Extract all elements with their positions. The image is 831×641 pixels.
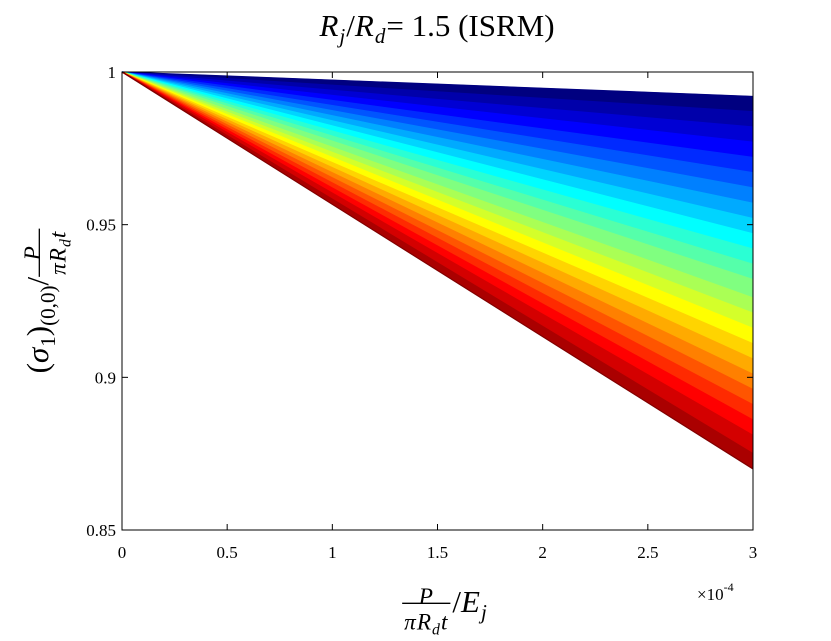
math-subscript: 1: [36, 336, 60, 347]
math-text: (: [20, 363, 55, 373]
series-line: [121, 71, 754, 421]
math-subscript: d: [432, 622, 440, 639]
series-line: [121, 71, 754, 375]
math-text: P: [418, 584, 433, 610]
math-text: σ: [20, 346, 55, 363]
math-text: ): [20, 326, 55, 336]
math-subscript: j: [478, 600, 487, 624]
math-subscript: d: [58, 239, 75, 247]
series-line: [121, 71, 754, 235]
math-text: /: [20, 276, 55, 285]
series-line: [121, 71, 754, 281]
series-line: [121, 71, 754, 220]
x-tick-label: 0: [118, 543, 127, 562]
y-tick-label: 1: [108, 63, 117, 82]
x-tick-label: 2: [538, 543, 547, 562]
math-text: π: [404, 609, 417, 635]
fraction-numerator: P: [20, 246, 46, 261]
series-line: [121, 71, 754, 406]
math-subscript: d: [375, 24, 386, 48]
math-text: t: [45, 231, 71, 238]
series-line: [121, 71, 754, 204]
math-text: /: [346, 8, 355, 43]
series-line: [121, 71, 754, 455]
series-line: [121, 71, 754, 143]
math-text: R: [354, 8, 374, 43]
math-text: P: [20, 246, 46, 261]
series-line: [121, 71, 754, 189]
series-line: [121, 71, 754, 330]
math-subscript: (0,0): [36, 285, 60, 325]
math-text: /: [452, 584, 461, 619]
x-tick-label: 0.5: [217, 543, 238, 562]
series-line: [121, 71, 754, 314]
series-line: [121, 71, 754, 299]
fraction-numerator: P: [418, 584, 433, 610]
series-line: [121, 71, 754, 174]
x-tick-label: 1.5: [427, 543, 448, 562]
math-text: π: [45, 262, 71, 275]
math-text: R: [318, 8, 338, 43]
x-tick-label: 2.5: [637, 543, 658, 562]
x-tick-label: 1: [328, 543, 337, 562]
series-line: [121, 71, 754, 470]
y-tick-label: 0.95: [86, 216, 116, 235]
series-line: [121, 71, 754, 345]
x-tick-label: 3: [749, 543, 758, 562]
math-text: R: [45, 248, 71, 263]
series-line: [121, 71, 754, 436]
series-line: [121, 71, 754, 159]
x-multiplier-exponent: -4: [724, 580, 734, 594]
series-line: [121, 71, 754, 128]
math-text: E: [460, 584, 480, 619]
math-text: R: [416, 609, 431, 635]
series-line: [121, 71, 754, 250]
series-line: [121, 71, 754, 265]
math-text: = 1.5 (ISRM): [386, 8, 554, 43]
y-tick-label: 0.85: [86, 521, 116, 540]
series-line: [121, 71, 754, 360]
x-multiplier: ×10: [697, 585, 724, 604]
math-text: t: [441, 609, 448, 635]
math-subscript: j: [336, 24, 345, 48]
y-tick-label: 0.9: [95, 368, 116, 387]
series-line: [121, 71, 754, 391]
series-line: [121, 71, 754, 113]
